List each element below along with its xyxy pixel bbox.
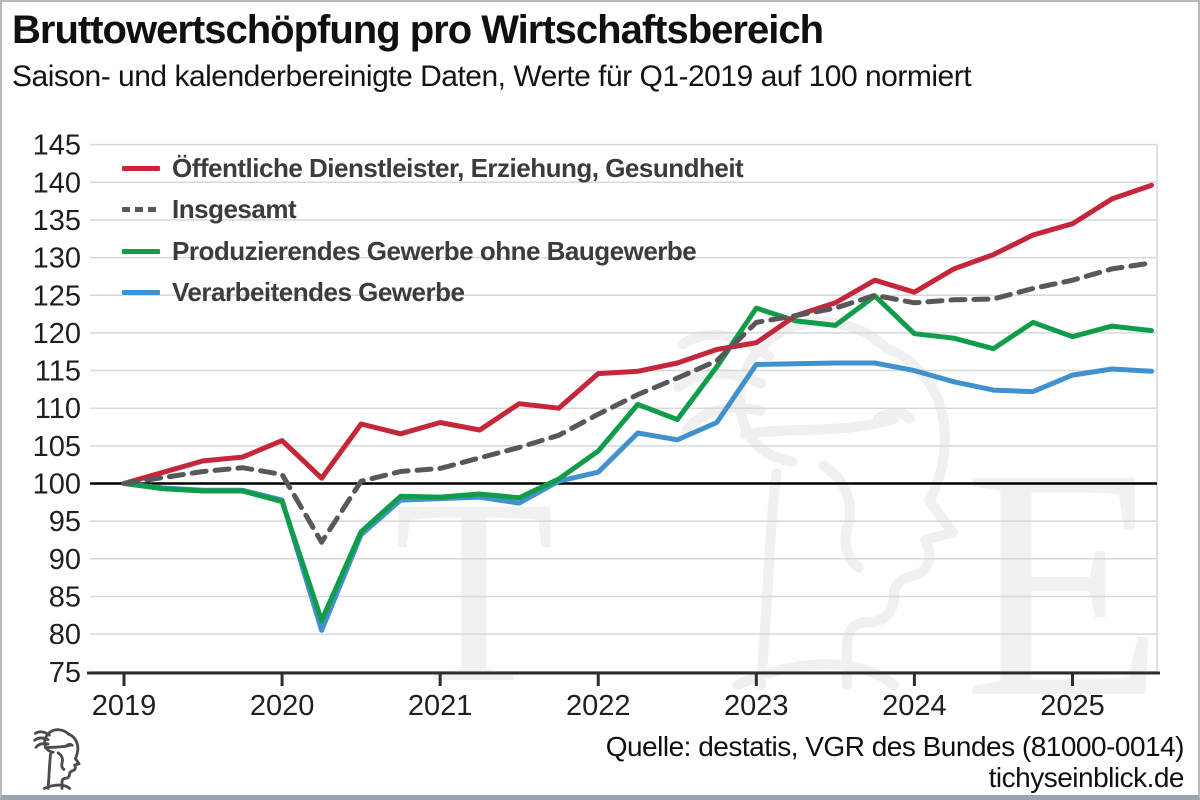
x-axis-tick-label: 2023 (724, 690, 789, 722)
legend-swatch-red-line (122, 165, 160, 171)
source-attribution: Quelle: destatis, VGR des Bundes (81000-… (605, 731, 1185, 793)
site-url: tichyseinblick.de (988, 762, 1185, 793)
y-axis-tick-label: 125 (33, 280, 81, 312)
legend-item-oeffentliche: Öffentliche Dienstleister, Erziehung, Ge… (122, 152, 744, 183)
source-line: Quelle: destatis, VGR des Bundes (81000-… (605, 731, 1185, 762)
x-axis-tick-label: 2019 (92, 690, 157, 722)
series-line-0 (121, 182, 1154, 486)
x-axis-tick-label: 2024 (882, 690, 947, 722)
y-axis-tick-label: 130 (33, 243, 81, 275)
series-line-2 (121, 293, 1154, 623)
x-axis-tick-label: 2022 (566, 690, 631, 722)
y-axis-tick-label: 105 (33, 431, 81, 463)
legend-item-produzierendes: Produzierendes Gewerbe ohne Baugewerbe (122, 236, 743, 266)
y-axis-tick-label: 115 (35, 356, 81, 388)
legend-item-verarbeitendes: Verarbeitendes Gewerbe (122, 277, 743, 308)
tichys-einblick-logo-icon (30, 720, 94, 796)
y-axis-tick-label: 85 (49, 581, 81, 613)
legend-label: Verarbeitendes Gewerbe (172, 277, 465, 307)
y-axis-tick-label: 110 (35, 393, 81, 425)
y-axis-tick-label: 90 (49, 544, 81, 576)
legend-swatch-dashed-line (122, 207, 160, 212)
legend-label: Produzierendes Gewerbe ohne Baugewerbe (172, 235, 697, 266)
legend-label: Öffentliche Dienstleister, Erziehung, Ge… (172, 152, 744, 183)
y-axis-tick-label: 140 (33, 167, 81, 199)
x-axis-tick-label: 2025 (1040, 690, 1105, 722)
y-axis-tick-label: 120 (33, 318, 81, 350)
y-axis-tick-label: 75 (49, 657, 81, 689)
y-axis-tick-label: 100 (33, 469, 81, 501)
y-axis-tick-label: 135 (33, 205, 81, 237)
y-axis-tick-label: 95 (49, 506, 81, 538)
page-title: Bruttowertschöpfung pro Wirtschaftsberei… (12, 8, 824, 52)
y-axis-tick-label: 145 (33, 130, 81, 162)
legend-label: Insgesamt (172, 194, 297, 224)
legend-swatch-blue-line (122, 290, 160, 295)
legend-swatch-green-line (122, 248, 160, 254)
legend-item-insgesamt: Insgesamt (122, 194, 743, 225)
page-subtitle: Saison- und kalenderbereinigte Daten, We… (12, 60, 972, 93)
x-axis-tick-label: 2021 (408, 690, 473, 722)
x-axis-tick-label: 2020 (250, 690, 315, 722)
series-line-1 (121, 260, 1154, 545)
chart-legend: Öffentliche Dienstleister, Erziehung, Ge… (122, 152, 744, 319)
y-axis-tick-label: 80 (49, 619, 81, 651)
